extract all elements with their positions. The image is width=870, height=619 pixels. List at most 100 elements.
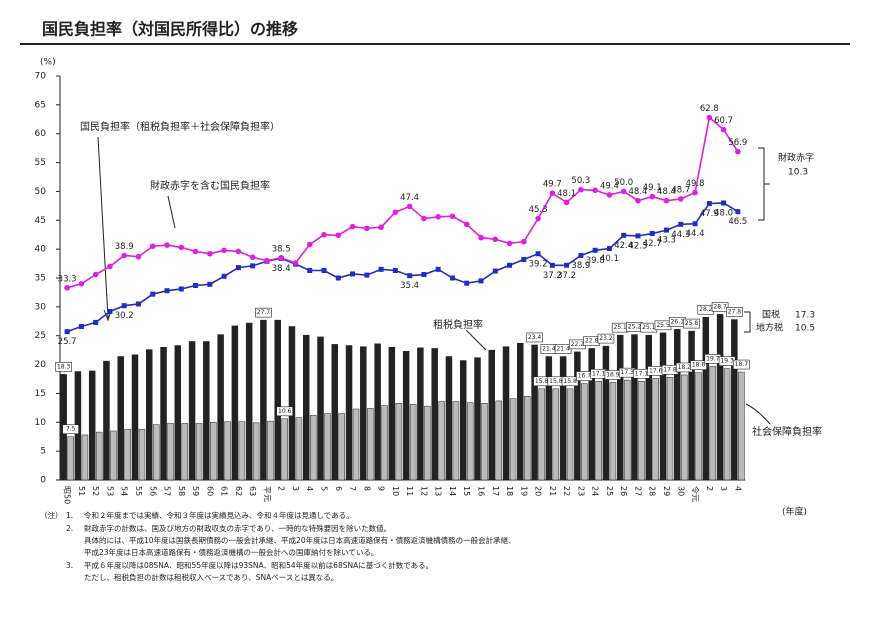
marker <box>706 114 713 121</box>
note: （注） <box>40 510 63 520</box>
data-label: 45.3 <box>529 205 548 215</box>
note: 3. <box>66 561 73 570</box>
x-tick-label: 19 <box>519 486 528 496</box>
marker <box>221 273 227 279</box>
marker <box>620 188 627 195</box>
bar <box>381 405 388 481</box>
x-tick-label: 13 <box>434 486 443 496</box>
marker <box>606 192 613 198</box>
label-box <box>55 362 72 372</box>
bar <box>245 322 253 481</box>
marker <box>706 201 712 207</box>
data-label: 28.2 <box>699 306 713 313</box>
bar <box>402 351 410 481</box>
marker <box>521 238 527 245</box>
marker <box>720 126 727 133</box>
marker <box>478 234 484 241</box>
x-tick-label: 平元 <box>262 486 271 502</box>
data-label: 15.8 <box>535 378 549 385</box>
bar <box>616 334 624 481</box>
x-tick-label: 21 <box>548 486 557 496</box>
x-tick-label: 25 <box>605 486 614 496</box>
data-label: 22.2 <box>571 341 585 348</box>
marker <box>335 232 342 239</box>
x-tick-label: 26 <box>619 486 628 496</box>
marker <box>721 200 727 206</box>
data-label: 15.8 <box>549 378 563 385</box>
label-box <box>733 359 750 370</box>
annotation: 国税 <box>762 309 780 321</box>
marker <box>492 268 498 274</box>
data-label: 43.3 <box>657 236 676 246</box>
marker <box>449 213 456 220</box>
marker <box>121 303 127 309</box>
y-tick-label: 15 <box>35 389 46 399</box>
x-tick-label: 5 <box>320 486 329 491</box>
x-tick-label: 3 <box>291 486 300 491</box>
data-label: 25.1 <box>614 324 628 331</box>
y-tick-label: 35 <box>35 274 46 284</box>
bar <box>67 436 74 481</box>
bar <box>538 388 545 481</box>
bar <box>474 357 481 481</box>
marker <box>407 273 413 279</box>
annotation-group: 国民負担率（租税負担率＋社会保障負担率） 財政赤字を含む国民負担率 租税負担率 … <box>80 120 822 438</box>
x-tick-label: 11 <box>405 486 414 496</box>
marker <box>406 203 413 210</box>
bar <box>595 381 602 481</box>
bar <box>217 334 224 481</box>
bar <box>666 377 674 481</box>
bar <box>681 374 688 481</box>
data-label: 33.3 <box>58 274 77 284</box>
bar <box>688 330 695 481</box>
bar <box>360 346 367 481</box>
marker <box>421 272 427 278</box>
marker <box>492 236 499 243</box>
marker <box>535 215 541 222</box>
marker <box>264 257 270 264</box>
marker <box>64 329 70 335</box>
marker <box>435 214 441 220</box>
marker <box>592 187 598 194</box>
data-label: 38.5 <box>272 244 291 254</box>
bar <box>267 420 274 481</box>
label-box <box>561 376 579 387</box>
y-unit: (%) <box>40 58 56 68</box>
marker <box>421 215 427 222</box>
data-label: 16.7 <box>578 373 592 380</box>
marker <box>392 267 398 273</box>
data-label: 49.4 <box>600 181 619 191</box>
marker <box>64 285 70 291</box>
marker <box>735 209 741 215</box>
bar <box>409 404 417 481</box>
marker <box>350 271 356 277</box>
data-label: 38.9 <box>115 242 134 252</box>
bar <box>574 351 581 481</box>
marker <box>221 247 227 254</box>
marker <box>478 278 484 284</box>
marker <box>149 243 156 250</box>
x-tick-label: 20 <box>534 486 543 496</box>
x-tick-label: 28 <box>648 486 657 496</box>
bracket <box>758 147 770 221</box>
data-label: 39.2 <box>529 259 548 269</box>
marker <box>321 231 327 238</box>
label-box <box>690 360 707 370</box>
note: ただし、租税負担の計数は租税収入ベースであり、SNAベースとは異なる。 <box>84 572 338 582</box>
data-label: 25.1 <box>642 324 656 331</box>
bar <box>509 398 517 481</box>
data-label: 25.7 <box>58 337 77 347</box>
annotation: 国民負担率（租税負担率＋社会保障負担率） <box>80 120 280 133</box>
data-label: 39.8 <box>586 256 605 266</box>
bar <box>388 347 396 481</box>
data-label: 48.4 <box>657 187 676 197</box>
data-label: 49.7 <box>543 180 562 190</box>
data-label: 35.4 <box>400 281 419 291</box>
arrow <box>167 195 176 229</box>
y-tick-label: 45 <box>35 216 46 226</box>
note: 財政赤字の計数は、国及び地方の財政収支の赤字であり、一時的な特殊要因を除いた数値… <box>84 523 391 533</box>
bar <box>153 424 160 481</box>
marker <box>306 241 313 248</box>
bar <box>317 336 324 481</box>
label-box <box>62 424 79 435</box>
